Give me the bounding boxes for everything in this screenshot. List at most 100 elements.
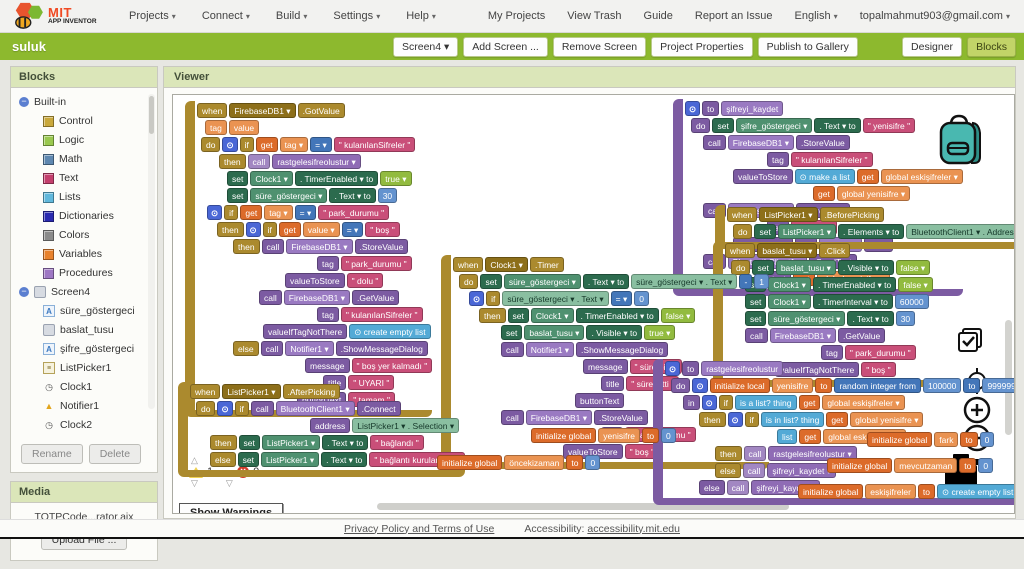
block-dropdown-field[interactable]: true ▾: [380, 171, 411, 186]
component-item-clock2[interactable]: ◷Clock2: [43, 419, 151, 431]
toolbar-button-remove-screen[interactable]: Remove Screen: [553, 37, 646, 57]
block-dropdown-field[interactable]: BluetoothClient1 ▾: [276, 401, 355, 416]
block-dropdown-field[interactable]: FirebaseDB1 ▾: [770, 328, 836, 343]
block-dropdown-field[interactable]: FirebaseDB1 ▾: [284, 290, 350, 305]
palette-item-control[interactable]: Control: [43, 115, 151, 127]
block-dropdown-field[interactable]: = ▾: [611, 291, 633, 306]
block-dropdown-field[interactable]: Clock1 ▾: [768, 294, 811, 309]
block-dropdown-field[interactable]: ListPicker1 ▾: [262, 435, 320, 450]
block-dropdown-field[interactable]: . TimerEnabled ▾ to: [576, 308, 659, 323]
block-dropdown-field[interactable]: Clock1 ▾: [531, 308, 574, 323]
block-dropdown-field[interactable]: tag ▾: [264, 205, 292, 220]
block-dropdown-field[interactable]: . TimerEnabled ▾ to: [295, 171, 378, 186]
block-dropdown-field[interactable]: true ▾: [644, 325, 675, 340]
block-dropdown-field[interactable]: = ▾: [342, 222, 364, 237]
palette-item-text[interactable]: Text: [43, 172, 151, 184]
component-item-süre_göstergeci[interactable]: Asüre_göstergeci: [43, 305, 151, 317]
menu-build[interactable]: Build ▾: [276, 10, 308, 22]
block-dropdown-field[interactable]: FirebaseDB1 ▾: [229, 103, 295, 118]
menu-connect[interactable]: Connect ▾: [202, 10, 250, 22]
when-listpicker1-afterpicking[interactable]: whenListPicker1 ▾.AfterPickingdo⊙ifcallB…: [178, 382, 465, 477]
block-dropdown-field[interactable]: ListPicker1 ▾ . Selection ▾: [352, 418, 459, 433]
when-firebasedb1-gotvalue[interactable]: whenFirebaseDB1 ▾.GotValuetagvaluedo⊙ifg…: [185, 101, 432, 417]
rename-button[interactable]: Rename: [21, 444, 83, 464]
collapse-icon[interactable]: −: [19, 287, 29, 297]
block-dropdown-field[interactable]: . Visible ▾ to: [586, 325, 642, 340]
block-dropdown-field[interactable]: Clock1 ▾: [250, 171, 293, 186]
block-dropdown-field[interactable]: Clock1 ▾: [768, 277, 811, 292]
block-dropdown-field[interactable]: süre_göstergeci ▾: [768, 311, 845, 326]
block-dropdown-field[interactable]: . TimerEnabled ▾ to: [813, 277, 896, 292]
block-dropdown-field[interactable]: global yenisifre ▾: [850, 412, 923, 427]
block-dropdown-field[interactable]: Notifier1 ▾: [285, 341, 333, 356]
menu-english[interactable]: English ▾: [795, 10, 838, 22]
block-dropdown-field[interactable]: süre_göstergeci ▾ . Text ▾: [502, 291, 608, 306]
init-global-oncekizaman[interactable]: initialize globalöncekizamanto0: [437, 455, 600, 472]
block-dropdown-field[interactable]: FirebaseDB1 ▾: [526, 410, 592, 425]
block-dropdown-field[interactable]: . Text ▾ to: [321, 452, 367, 467]
toolbar-button-add-screen[interactable]: Add Screen ...: [463, 37, 548, 57]
toolbar-button-screen4[interactable]: Screen4 ▾: [393, 37, 458, 57]
block-dropdown-field[interactable]: false ▾: [896, 260, 931, 275]
palette-item-procedures[interactable]: Procedures: [43, 267, 151, 279]
palette-item-variables[interactable]: Variables: [43, 248, 151, 260]
privacy-link[interactable]: Privacy Policy and Terms of Use: [344, 523, 494, 535]
menu-settings[interactable]: Settings ▾: [333, 10, 380, 22]
block-dropdown-field[interactable]: . TimerInterval ▾ to: [813, 294, 893, 309]
block-dropdown-field[interactable]: . Text ▾ to: [329, 188, 375, 203]
block-dropdown-field[interactable]: false ▾: [661, 308, 696, 323]
block-dropdown-field[interactable]: global eskişifreler ▾: [881, 169, 963, 184]
block-dropdown-field[interactable]: ListPicker1 ▾: [261, 452, 319, 467]
component-item-baslat_tusu[interactable]: baslat_tusu: [43, 324, 151, 336]
init-global-mevcutzaman[interactable]: initialize globalmevcutzamanto0: [827, 458, 993, 475]
block-dropdown-field[interactable]: FirebaseDB1 ▾: [286, 239, 352, 254]
block-dropdown-field[interactable]: value ▾: [303, 222, 340, 237]
block-dropdown-field[interactable]: . Text ▾ to: [583, 274, 629, 289]
toolbar-button-publish-to-gallery[interactable]: Publish to Gallery: [758, 37, 858, 57]
menu-topalmahmut903-gmail-com[interactable]: topalmahmut903@gmail.com ▾: [860, 10, 1010, 22]
toolbar-button-project-properties[interactable]: Project Properties: [651, 37, 752, 57]
blocks-canvas[interactable]: △△ 1 ✕ 0 ▽▽ Show Warnings: [172, 94, 1015, 514]
component-item-şifre_göstergeci[interactable]: Aşifre_göstergeci: [43, 343, 151, 355]
block-dropdown-field[interactable]: global yenisifre ▾: [837, 186, 910, 201]
block-dropdown-field[interactable]: süre_göstergeci ▾: [250, 188, 327, 203]
accessibility-link[interactable]: accessibility.mit.edu: [587, 523, 680, 535]
block-dropdown-field[interactable]: Notifier1 ▾: [526, 342, 574, 357]
block-dropdown-field[interactable]: rastgelesifreolustur ▾: [272, 154, 360, 169]
block-dropdown-field[interactable]: false ▾: [898, 277, 933, 292]
show-warnings-button[interactable]: Show Warnings: [179, 503, 283, 514]
init-global-eskisifreler[interactable]: initialize globaleskişifrelerto⊙ create …: [798, 484, 1015, 501]
block-dropdown-field[interactable]: . Text ▾ to: [322, 435, 368, 450]
menu-report-an-issue[interactable]: Report an Issue: [695, 10, 773, 22]
palette-item-colors[interactable]: Colors: [43, 229, 151, 241]
block-dropdown-field[interactable]: FirebaseDB1 ▾: [728, 135, 794, 150]
block-dropdown-field[interactable]: . Visible ▾ to: [838, 260, 894, 275]
component-item-listpicker1[interactable]: ≡ListPicker1: [43, 362, 151, 374]
block-dropdown-field[interactable]: şifre_göstergeci ▾: [736, 118, 813, 133]
menu-help[interactable]: Help ▾: [406, 10, 436, 22]
designer-button[interactable]: Designer: [902, 37, 962, 57]
palette-item-math[interactable]: Math: [43, 153, 151, 165]
blocks-button[interactable]: Blocks: [967, 37, 1016, 57]
media-queue-icon[interactable]: [955, 327, 985, 355]
block-dropdown-field[interactable]: Clock1 ▾: [485, 257, 528, 272]
component-item-notifier1[interactable]: ▲Notifier1: [43, 400, 151, 412]
init-global-fark[interactable]: initialize globalfarkto0: [867, 432, 994, 449]
tree-node-screen4[interactable]: − Screen4: [19, 286, 151, 298]
palette-item-logic[interactable]: Logic: [43, 134, 151, 146]
block-dropdown-field[interactable]: ListPicker1 ▾: [759, 207, 817, 222]
component-item-clock1[interactable]: ◷Clock1: [43, 381, 151, 393]
menu-guide[interactable]: Guide: [644, 10, 673, 22]
block-dropdown-field[interactable]: . Text ▾ to: [847, 311, 893, 326]
delete-button[interactable]: Delete: [89, 444, 141, 464]
block-dropdown-field[interactable]: baslat_tusu ▾: [776, 260, 836, 275]
collapse-icon[interactable]: −: [19, 97, 29, 107]
block-dropdown-field[interactable]: global eskişifreler ▾: [822, 395, 904, 410]
palette-item-dictionaries[interactable]: Dictionaries: [43, 210, 151, 222]
menu-view-trash[interactable]: View Trash: [567, 10, 621, 22]
tree-node-built-in[interactable]: − Built-in: [19, 96, 151, 108]
block-dropdown-field[interactable]: . Elements ▾ to: [838, 224, 904, 239]
block-dropdown-field[interactable]: = ▾: [310, 137, 332, 152]
block-dropdown-field[interactable]: ListPicker1 ▾: [222, 384, 280, 399]
block-dropdown-field[interactable]: tag ▾: [280, 137, 308, 152]
